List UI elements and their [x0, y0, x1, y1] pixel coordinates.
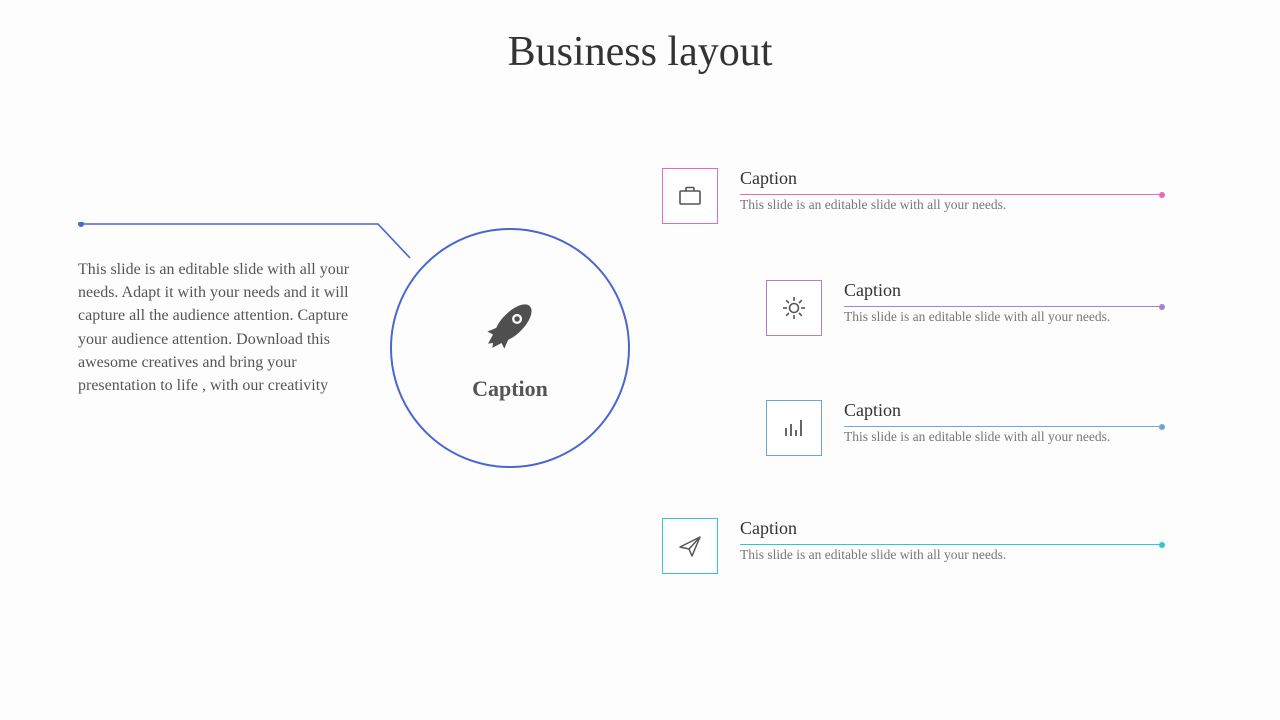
- gear-icon-box: [766, 280, 822, 336]
- list-item: Caption This slide is an editable slide w…: [662, 168, 1162, 224]
- item-desc: This slide is an editable slide with all…: [844, 309, 1162, 325]
- send-icon: [676, 532, 704, 560]
- item-body: Caption This slide is an editable slide w…: [844, 280, 1162, 325]
- gear-icon: [780, 294, 808, 322]
- left-description: This slide is an editable slide with all…: [78, 258, 368, 397]
- item-desc: This slide is an editable slide with all…: [740, 197, 1162, 213]
- left-connector-line: [78, 222, 413, 262]
- list-item: Caption This slide is an editable slide w…: [662, 518, 1162, 574]
- item-underline: [844, 426, 1162, 427]
- item-caption: Caption: [740, 168, 1162, 189]
- slide-title: Business layout: [0, 28, 1280, 76]
- list-item: Caption This slide is an editable slide w…: [766, 280, 1162, 336]
- item-underline: [740, 544, 1162, 545]
- briefcase-icon-box: [662, 168, 718, 224]
- rocket-icon: [478, 294, 542, 358]
- send-icon-box: [662, 518, 718, 574]
- center-caption: Caption: [472, 376, 548, 402]
- item-body: Caption This slide is an editable slide w…: [740, 518, 1162, 563]
- item-body: Caption This slide is an editable slide w…: [844, 400, 1162, 445]
- item-underline: [844, 306, 1162, 307]
- chart-icon: [780, 414, 808, 442]
- item-desc: This slide is an editable slide with all…: [740, 547, 1162, 563]
- briefcase-icon: [676, 182, 704, 210]
- item-desc: This slide is an editable slide with all…: [844, 429, 1162, 445]
- item-underline: [740, 194, 1162, 195]
- item-caption: Caption: [844, 280, 1162, 301]
- list-item: Caption This slide is an editable slide w…: [766, 400, 1162, 456]
- item-caption: Caption: [740, 518, 1162, 539]
- chart-icon-box: [766, 400, 822, 456]
- center-circle: Caption: [390, 228, 630, 468]
- item-caption: Caption: [844, 400, 1162, 421]
- item-body: Caption This slide is an editable slide w…: [740, 168, 1162, 213]
